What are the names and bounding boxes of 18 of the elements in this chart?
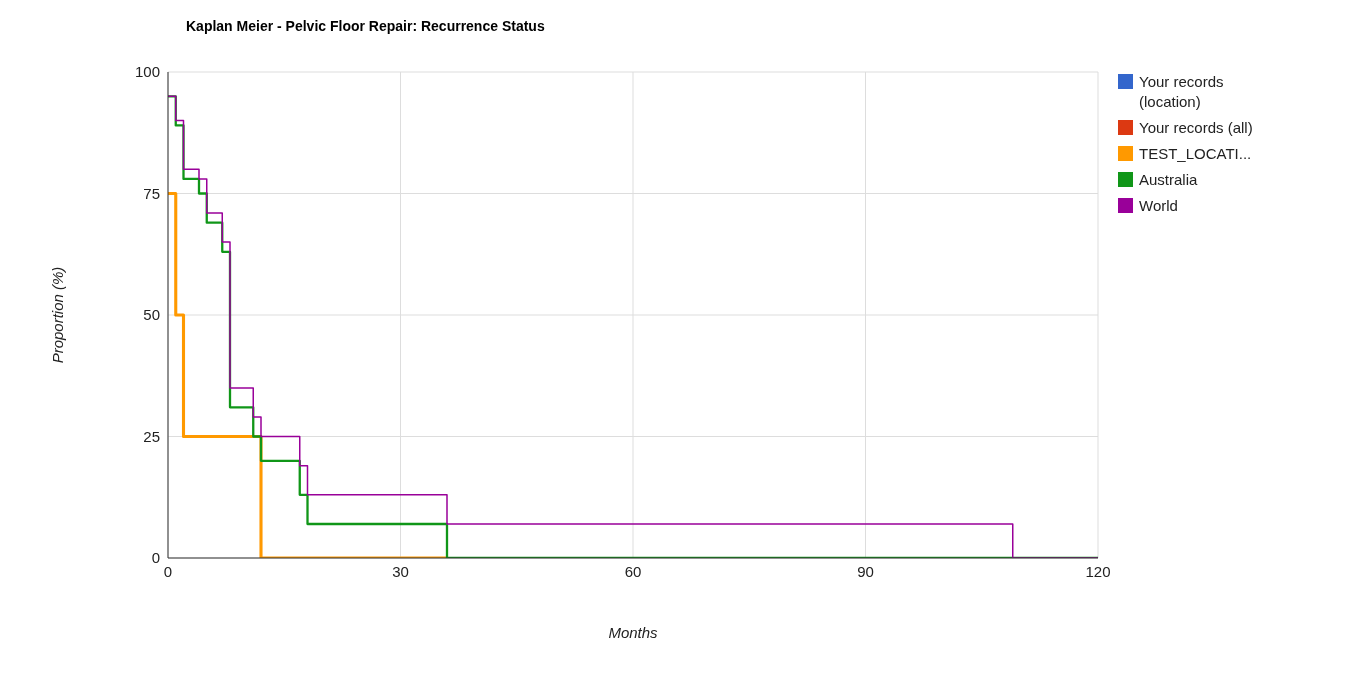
legend-label: Australia [1139,170,1198,190]
y-tick-label: 100 [134,63,160,81]
chart-title: Kaplan Meier - Pelvic Floor Repair: Recurrence Status [186,18,545,34]
legend-label: TEST_LOCATI... [1139,144,1252,164]
legend-label: Your records (all) [1139,118,1253,138]
x-tick-label: 30 [392,562,409,580]
x-tick-label: 90 [857,562,874,580]
x-tick-label: 0 [163,562,173,580]
x-axis-title: Months [608,624,659,641]
y-tick-label: 25 [143,427,160,445]
legend-label: Your records (location) [1139,72,1225,112]
y-tick-label: 50 [143,306,160,324]
y-tick-label: 75 [143,184,160,202]
x-tick-label: 120 [1085,562,1111,580]
y-tick-label: 0 [151,549,160,567]
y-axis-title: Proportion (%) [49,266,67,364]
legend-label: World [1139,196,1178,216]
x-tick-label: 60 [624,562,642,580]
